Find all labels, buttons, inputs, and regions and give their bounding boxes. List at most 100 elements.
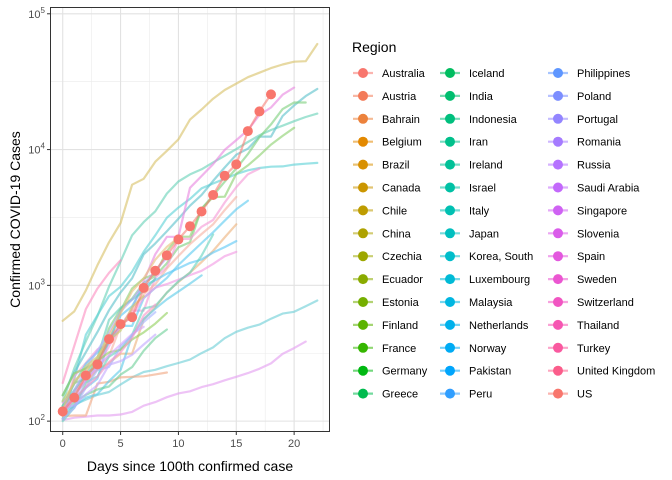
legend-key-point	[445, 228, 455, 239]
data-point-us	[173, 234, 184, 245]
legend-item-luxembourg: Luxembourg	[440, 274, 530, 286]
legend-label: Israel	[469, 183, 496, 195]
legend-label: Portugal	[577, 114, 618, 126]
legend-key-point	[553, 159, 563, 170]
legend-item-poland: Poland	[548, 90, 611, 103]
legend-label: United Kingdom	[577, 366, 655, 378]
legend-item-brazil: Brazil	[353, 159, 410, 172]
legend-key-point	[445, 388, 455, 399]
legend-key-point	[358, 205, 368, 216]
data-point-us	[127, 312, 138, 323]
legend-item-estonia: Estonia	[353, 297, 420, 309]
data-point-us	[150, 265, 161, 276]
series-line-singapore	[61, 340, 307, 422]
data-point-us	[208, 189, 219, 200]
x-tick-label: 20	[288, 438, 300, 450]
legend-key-point	[553, 182, 563, 193]
x-axis-title: Days since 100th confirmed case	[87, 458, 293, 474]
legend-label: Saudi Arabia	[577, 183, 640, 195]
legend-item-france: France	[353, 342, 416, 355]
legend-item-sweden: Sweden	[548, 274, 617, 286]
legend-item-malaysia: Malaysia	[440, 297, 513, 309]
legend-item-switzerland: Switzerland	[548, 297, 634, 309]
legend-label: Peru	[469, 389, 492, 401]
legend-label: US	[577, 389, 592, 401]
legend-item-pakistan: Pakistan	[440, 365, 511, 378]
legend-key-point	[358, 113, 368, 124]
legend-item-korea-south: Korea, South	[440, 251, 533, 263]
legend-item-netherlands: Netherlands	[440, 319, 529, 332]
data-point-us	[219, 170, 230, 181]
legend-key-point	[358, 159, 368, 170]
data-point-us	[69, 392, 80, 403]
data-point-us	[254, 106, 265, 117]
legend-item-czechia: Czechia	[353, 251, 423, 263]
legend-label: Australia	[382, 68, 426, 80]
legend-key-point	[445, 113, 455, 124]
legend-key-point	[553, 205, 563, 216]
legend-item-greece: Greece	[353, 388, 418, 401]
series-line-japan	[61, 299, 319, 420]
legend-item-russia: Russia	[548, 159, 612, 172]
legend-label: Luxembourg	[469, 274, 530, 286]
legend-item-japan: Japan	[440, 228, 499, 240]
legend-item-germany: Germany	[353, 365, 428, 378]
legend-item-spain: Spain	[548, 251, 605, 263]
legend-item-australia: Australia	[353, 68, 426, 80]
legend-item-turkey: Turkey	[548, 342, 611, 355]
legend-key-point	[553, 388, 563, 399]
legend-label: Indonesia	[469, 114, 518, 126]
legend-key-point	[553, 136, 563, 147]
legend-key-point	[358, 297, 368, 307]
legend-label: Iceland	[469, 68, 504, 80]
legend-label: Spain	[577, 251, 605, 263]
legend-key-point	[358, 68, 368, 78]
legend-label: Norway	[469, 343, 507, 355]
data-point-us	[80, 370, 91, 381]
data-point-us	[92, 359, 103, 370]
legend-key-point	[445, 251, 455, 262]
data-point-us	[161, 250, 172, 261]
legend-label: Finland	[382, 320, 418, 332]
x-tick-label: 5	[118, 438, 124, 450]
legend-label: Slovenia	[577, 228, 620, 240]
legend-item-singapore: Singapore	[548, 205, 627, 217]
legend-key-point	[445, 159, 455, 170]
data-point-us	[104, 334, 115, 345]
legend-item-bahrain: Bahrain	[353, 113, 420, 126]
legend-key-point	[553, 319, 563, 330]
legend-label: Brazil	[382, 160, 410, 172]
legend-key-point	[358, 251, 368, 262]
legend-key-point	[358, 319, 368, 330]
legend-label: Switzerland	[577, 297, 634, 309]
y-tick-label: 105	[28, 6, 45, 21]
legend-item-china: China	[353, 228, 412, 240]
legend-label: Canada	[382, 183, 421, 195]
legend-key-point	[358, 388, 368, 399]
legend-item-belgium: Belgium	[353, 136, 422, 149]
legend-item-canada: Canada	[353, 182, 421, 195]
data-point-us	[265, 89, 276, 100]
legend-label: Ecuador	[382, 274, 423, 286]
legend: Australia Austria Bahrain Belgium Brazil Cana…	[353, 68, 655, 401]
legend-label: Ireland	[469, 160, 503, 172]
legend-key-point	[553, 68, 563, 78]
legend-key-point	[358, 365, 368, 376]
y-tick-label: 102	[28, 413, 45, 428]
legend-key-point	[445, 319, 455, 330]
legend-label: China	[382, 228, 412, 240]
data-point-us	[115, 319, 126, 330]
legend-key-point	[553, 365, 563, 376]
legend-label: Chile	[382, 205, 407, 217]
y-tick-label: 103	[28, 277, 45, 292]
legend-item-norway: Norway	[440, 342, 507, 355]
legend-key-point	[553, 251, 563, 262]
legend-key-point	[445, 274, 455, 285]
legend-label: Italy	[469, 205, 490, 217]
legend-key-point	[358, 228, 368, 239]
legend-item-saudi-arabia: Saudi Arabia	[548, 182, 640, 195]
legend-item-ecuador: Ecuador	[353, 274, 423, 286]
legend-label: Netherlands	[469, 320, 529, 332]
